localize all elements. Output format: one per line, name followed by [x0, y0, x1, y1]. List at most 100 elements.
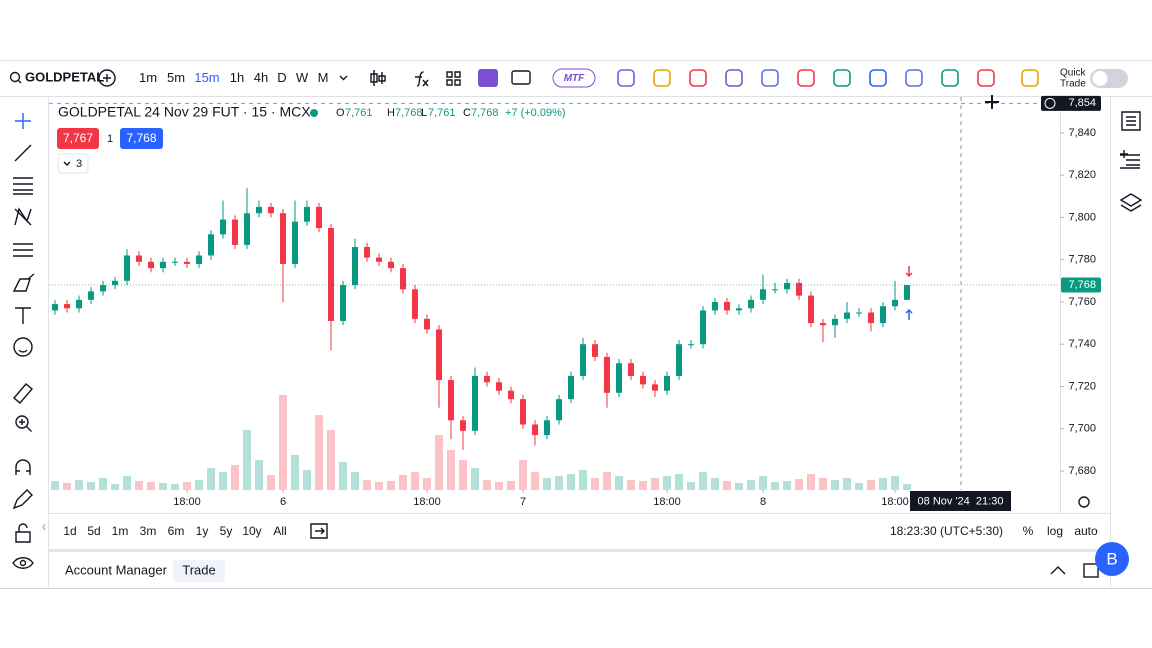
interval-button[interactable]: 1h: [230, 70, 244, 85]
interval-button[interactable]: 15m: [194, 70, 219, 85]
stay-drawing[interactable]: [12, 489, 33, 510]
line-tool[interactable]: [14, 144, 32, 162]
candle-body: [820, 323, 826, 326]
volume-bar: [99, 478, 107, 490]
tool-button[interactable]: [797, 69, 815, 87]
volume-bar: [543, 478, 551, 490]
candle-body: [532, 424, 538, 436]
log-toggle[interactable]: log: [1047, 524, 1063, 538]
indicators-toggle[interactable]: [57, 153, 89, 174]
tv-button[interactable]: [478, 69, 498, 87]
tool-button[interactable]: [653, 69, 671, 87]
watchlist-button[interactable]: [1121, 111, 1141, 131]
buy-price: 7,768: [126, 131, 156, 145]
volume-bar: [747, 480, 755, 490]
volume-bar: [759, 476, 767, 490]
y-tick-label: 7,720: [1068, 380, 1096, 392]
interval-button[interactable]: M: [318, 70, 329, 85]
search-icon[interactable]: [9, 71, 21, 83]
bottom-bar: 18:23:30 (UTC+5:30) % log auto 1d 5d 1m 3m 6…: [63, 523, 1098, 539]
ohlc-label: L: [421, 107, 427, 119]
tool-button[interactable]: [869, 69, 887, 87]
forecast-tool[interactable]: [13, 243, 33, 257]
volume-bar: [639, 481, 647, 490]
indicators-button[interactable]: [415, 71, 429, 87]
brush-tool[interactable]: [12, 273, 35, 292]
add-alert-button[interactable]: [1044, 97, 1056, 109]
range-button[interactable]: 3m: [140, 524, 157, 538]
candle-body: [832, 318, 838, 326]
chart-type-button[interactable]: [370, 70, 386, 86]
tool-button[interactable]: [941, 69, 959, 87]
layers-button[interactable]: [1119, 193, 1143, 212]
compare-button[interactable]: [98, 69, 116, 87]
sell-button[interactable]: [57, 128, 99, 149]
emoji-tool[interactable]: [13, 337, 33, 357]
candle-body: [88, 291, 94, 300]
range-button[interactable]: 5y: [220, 524, 233, 538]
symbol[interactable]: GOLDPETAL: [25, 69, 104, 84]
alerts-button[interactable]: [1120, 150, 1140, 169]
interval-button[interactable]: D: [277, 70, 286, 85]
interval-button[interactable]: 5m: [167, 70, 185, 85]
candle-body: [664, 375, 670, 391]
tool-button[interactable]: [617, 69, 635, 87]
panel-tab[interactable]: Trade: [182, 562, 215, 577]
pattern-tool[interactable]: [14, 207, 32, 226]
expand-button[interactable]: [1050, 566, 1066, 575]
range-button[interactable]: 10y: [242, 524, 261, 538]
candle-body: [784, 282, 790, 290]
volume-bar: [243, 430, 251, 490]
candle-body: [880, 306, 886, 324]
hide-tool[interactable]: [12, 557, 34, 569]
fib-tool[interactable]: [13, 177, 33, 195]
mtf-button[interactable]: [552, 68, 596, 88]
volume-bar: [531, 472, 539, 490]
zoom-tool[interactable]: [15, 415, 29, 429]
range-button[interactable]: 1y: [196, 524, 209, 538]
tool-button[interactable]: [833, 69, 851, 87]
tool-button[interactable]: [905, 69, 923, 87]
dropdown[interactable]: [339, 75, 348, 81]
quantity[interactable]: 1: [107, 133, 113, 145]
ruler-tool[interactable]: [13, 383, 33, 404]
tool-button[interactable]: [977, 69, 995, 87]
range-button[interactable]: 1m: [112, 524, 129, 538]
magnet-tool[interactable]: [15, 459, 31, 475]
tool-button[interactable]: [689, 69, 707, 87]
layout-button[interactable]: [446, 71, 461, 86]
cursor: [985, 95, 999, 109]
volume-bar: [87, 482, 95, 490]
range-button[interactable]: 5d: [87, 524, 100, 538]
range-button[interactable]: 1d: [63, 524, 76, 538]
percent-toggle[interactable]: %: [1023, 524, 1034, 538]
buy-button[interactable]: [120, 128, 163, 149]
goto-date-button[interactable]: [310, 523, 328, 539]
interval-button[interactable]: W: [296, 70, 309, 85]
collapse[interactable]: [42, 523, 46, 531]
interval-button[interactable]: 1m: [139, 70, 157, 85]
text-tool[interactable]: [15, 307, 31, 324]
tool-button[interactable]: [725, 69, 743, 87]
range-button[interactable]: All: [273, 524, 286, 538]
candle-body: [688, 344, 694, 346]
maximize-button[interactable]: [1083, 563, 1099, 578]
tool-button[interactable]: [1021, 69, 1039, 87]
avatar[interactable]: [1095, 542, 1129, 576]
candle-body: [148, 261, 154, 269]
crosshair-tool[interactable]: [15, 113, 31, 129]
lock-tool[interactable]: [15, 523, 31, 543]
replay-button[interactable]: [511, 70, 531, 85]
panel-tab-bg[interactable]: [173, 560, 225, 582]
interval-button[interactable]: 4h: [254, 70, 268, 85]
candle-body: [280, 213, 286, 264]
range-button[interactable]: 6m: [168, 524, 185, 538]
tool-button[interactable]: [761, 69, 779, 87]
auto-toggle[interactable]: auto: [1074, 524, 1098, 538]
x-tick-label: 8: [760, 496, 766, 508]
right-sidebar: [1119, 111, 1143, 212]
volume-bar: [891, 476, 899, 490]
panel-tab[interactable]: Account Manager: [65, 562, 168, 577]
volume-bar: [303, 470, 311, 490]
settings-button[interactable]: [1078, 496, 1090, 508]
